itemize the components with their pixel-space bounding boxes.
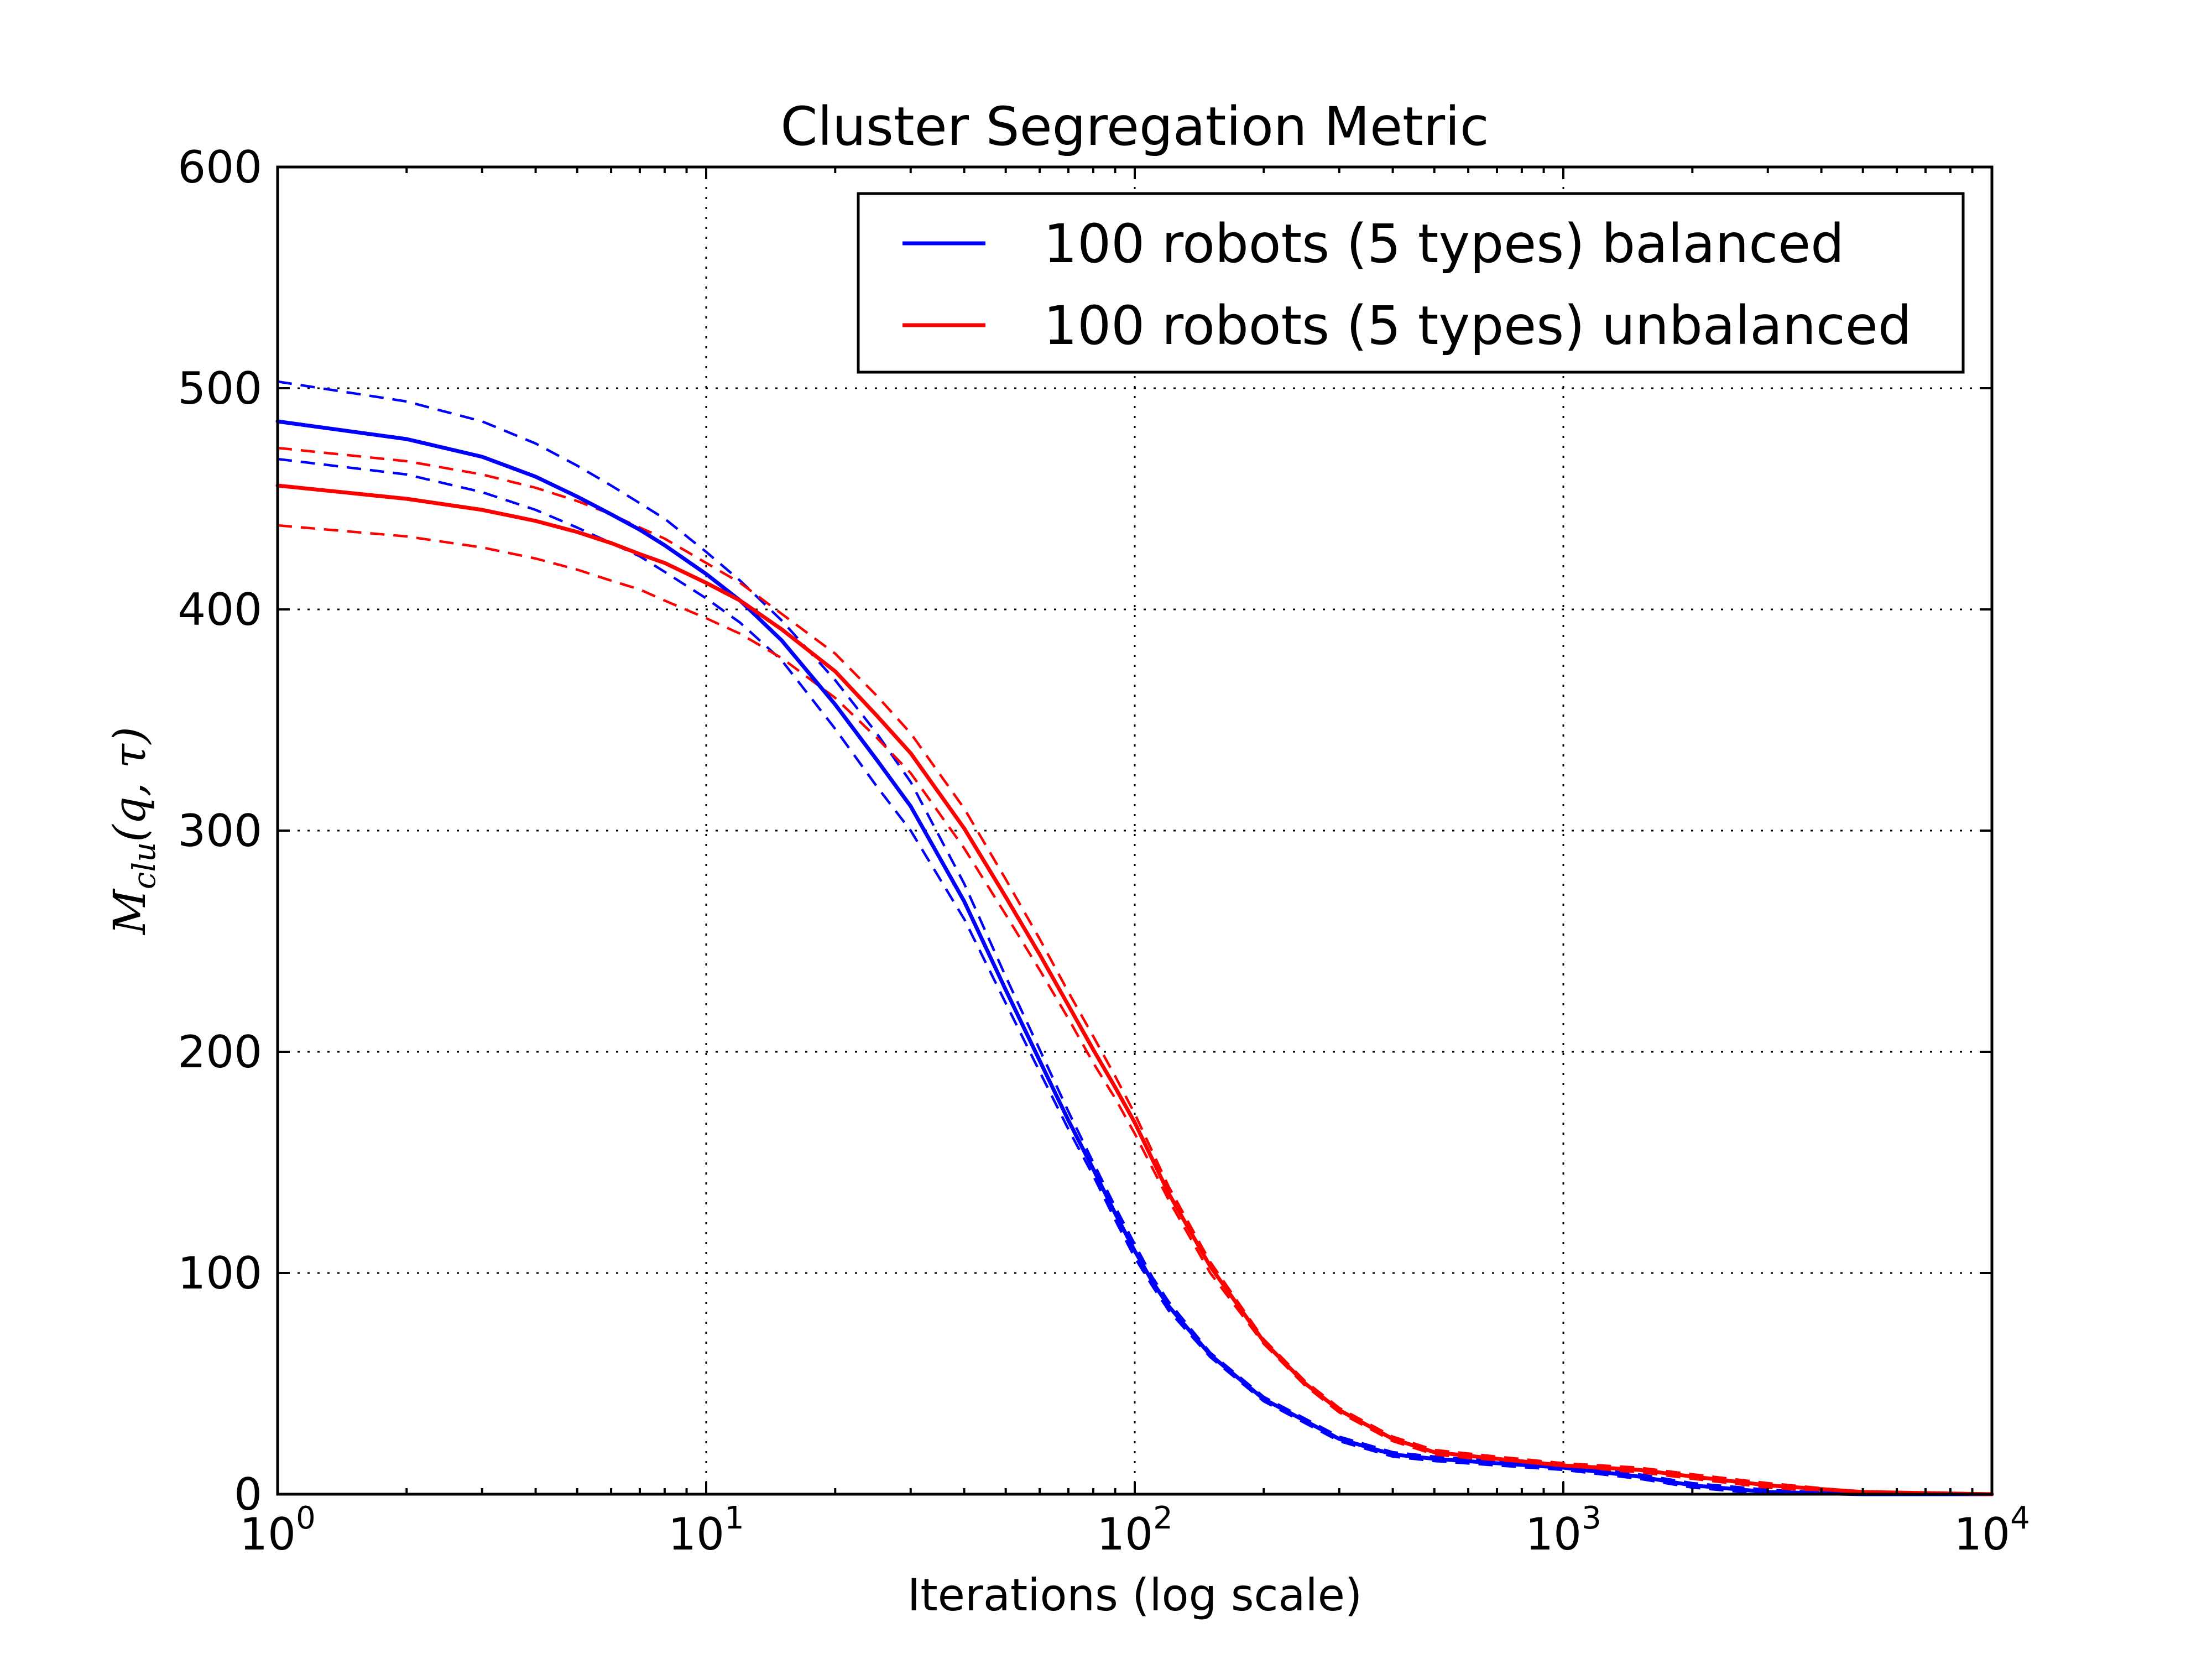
x-tick-label: 100 bbox=[239, 1500, 315, 1560]
y-axis-label: Mclu(q, τ) bbox=[104, 727, 163, 936]
x-tick-label-exponent: 2 bbox=[1153, 1500, 1173, 1536]
x-tick-label: 101 bbox=[668, 1500, 744, 1560]
x-tick-label-base: 10 bbox=[1097, 1509, 1153, 1560]
x-tick-label: 104 bbox=[1954, 1500, 2030, 1560]
y-axis-label-args: (q, τ) bbox=[104, 727, 155, 842]
series-confidence-band bbox=[277, 524, 1992, 1496]
x-tick-label-base: 10 bbox=[668, 1509, 724, 1560]
x-tick-label-exponent: 3 bbox=[1582, 1500, 1601, 1536]
y-tick-label: 400 bbox=[178, 584, 262, 635]
x-tick-label-base: 10 bbox=[239, 1509, 296, 1560]
legend-label: 100 robots (5 types) unbalanced bbox=[1044, 295, 1912, 357]
legend: 100 robots (5 types) balanced 100 robots … bbox=[857, 192, 1965, 374]
y-axis-label-base: M bbox=[104, 888, 155, 936]
series-line-balanced bbox=[275, 419, 1994, 1496]
y-tick-label: 200 bbox=[178, 1026, 262, 1078]
x-axis-label: Iterations (log scale) bbox=[907, 1569, 1362, 1621]
plot-series bbox=[275, 380, 1994, 1496]
series-confidence-band bbox=[277, 457, 1992, 1496]
y-tick-label: 100 bbox=[178, 1248, 262, 1299]
grid bbox=[278, 167, 1992, 1494]
x-tick-label-base: 10 bbox=[1954, 1509, 2010, 1560]
x-tick-label-exponent: 0 bbox=[296, 1500, 316, 1536]
chart-title: Cluster Segregation Metric bbox=[780, 96, 1489, 158]
y-tick-label: 300 bbox=[178, 805, 262, 857]
x-tick-label-exponent: 1 bbox=[724, 1500, 744, 1536]
x-tick-label: 103 bbox=[1525, 1500, 1601, 1560]
x-tick-label-base: 10 bbox=[1525, 1509, 1582, 1560]
y-axis-label-subscript: clu bbox=[127, 842, 163, 889]
series-line-unbalanced bbox=[275, 483, 1994, 1496]
y-tick-label: 500 bbox=[178, 363, 262, 414]
series-confidence-band bbox=[277, 380, 1992, 1496]
y-tick-label: 600 bbox=[178, 142, 262, 193]
y-tick-label: 0 bbox=[234, 1469, 262, 1520]
x-tick-label: 102 bbox=[1097, 1500, 1172, 1560]
x-tick-label-exponent: 4 bbox=[2010, 1500, 2030, 1536]
legend-label: 100 robots (5 types) balanced bbox=[1044, 213, 1844, 275]
legend-box bbox=[857, 192, 1965, 374]
